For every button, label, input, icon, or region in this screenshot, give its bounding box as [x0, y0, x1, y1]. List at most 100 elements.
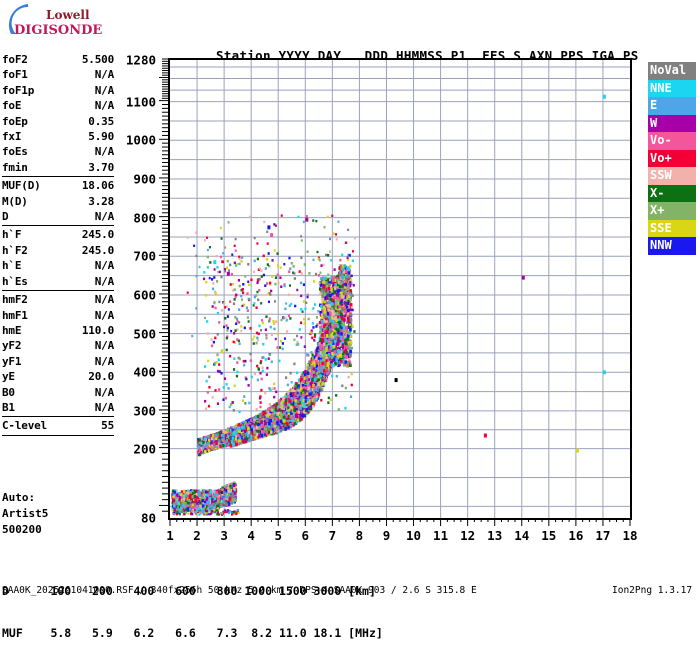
echo-point [231, 513, 233, 515]
echo-point [215, 491, 217, 494]
echo-point [228, 512, 230, 514]
echo-point [191, 510, 193, 512]
param-key: h`F [2, 227, 21, 242]
echo-point [191, 503, 193, 506]
echo-point [174, 509, 176, 511]
echo-point [186, 491, 188, 494]
echo-point [208, 501, 210, 504]
echo-point [228, 503, 230, 506]
echo-point [198, 513, 200, 515]
echo-point [174, 491, 176, 494]
echo-point [176, 493, 178, 496]
auto-version: 500200 [2, 522, 48, 538]
param-key: yE [2, 369, 15, 384]
echo-point [172, 495, 174, 498]
echo-point [196, 510, 198, 512]
logo-word-lowell: Lowell [46, 8, 90, 22]
param-key: foE [2, 98, 21, 113]
echo-point [233, 487, 235, 490]
echo-point [182, 501, 184, 504]
param-key: h`E [2, 258, 21, 273]
param-key: MUF(D) [2, 178, 41, 193]
param-key: yF1 [2, 354, 21, 369]
param-key: D [2, 209, 8, 224]
echo-point [217, 504, 219, 507]
echo-point [212, 495, 214, 498]
echo-point [202, 504, 204, 507]
echo-point [189, 504, 191, 507]
echo-point [198, 491, 200, 494]
echo-point [228, 490, 230, 493]
auto-label: Auto: [2, 490, 48, 506]
param-key: fxI [2, 129, 21, 144]
echo-point [196, 502, 198, 505]
echo-point [185, 511, 187, 513]
echo-point [227, 509, 229, 511]
echo-point [203, 510, 205, 512]
echo-point [186, 495, 188, 498]
param-key: foEs [2, 144, 28, 159]
echo-point [202, 499, 204, 502]
echo-point [224, 492, 226, 495]
param-key: foF2 [2, 52, 28, 67]
echo-point [198, 507, 200, 510]
echo-point [189, 494, 191, 497]
echo-point [213, 509, 215, 511]
echo-point [229, 496, 231, 499]
echo-point [211, 510, 213, 512]
echo-point [178, 498, 180, 501]
echo-point [231, 498, 233, 501]
param-key: fmin [2, 160, 28, 175]
echo-point [188, 499, 190, 502]
echo-point [194, 499, 196, 502]
echo-point [173, 504, 175, 507]
echo-point [191, 496, 193, 499]
echo-point [181, 511, 183, 513]
echo-point [235, 513, 237, 515]
echo-point [209, 490, 211, 493]
autoscaling-info: Auto: Artist5 500200 [2, 490, 48, 538]
echo-point [229, 485, 231, 488]
param-key: yF2 [2, 338, 21, 353]
param-key: C-level [2, 418, 47, 433]
echo-point [216, 513, 218, 515]
echo-point [231, 492, 233, 495]
param-key: foEp [2, 114, 28, 129]
param-key: h`F2 [2, 243, 28, 258]
echo-point [184, 502, 186, 505]
echo-point [232, 511, 234, 513]
echo-point [339, 271, 341, 274]
echo-point [233, 484, 235, 487]
echo-point [237, 509, 239, 511]
param-key: B0 [2, 385, 15, 400]
echo-point [187, 512, 189, 514]
param-key: hmF1 [2, 308, 28, 323]
echo-point [189, 491, 191, 494]
logo-word-digisonde: DIGISONDE [14, 23, 102, 38]
echo-point [203, 489, 205, 492]
echo-point [194, 495, 196, 498]
param-key: hmF2 [2, 292, 28, 307]
echo-point [224, 511, 226, 513]
auto-program: Artist5 [2, 506, 48, 522]
echo-point [180, 493, 182, 496]
echo-point [193, 506, 195, 509]
echo-point [209, 509, 211, 511]
echo-point [177, 502, 179, 505]
param-key: h`Es [2, 274, 28, 289]
echo-point [194, 503, 196, 506]
param-key: foF1 [2, 67, 28, 82]
echo-point [209, 497, 211, 500]
lowell-digisonde-logo: Lowell DIGISONDE [6, 4, 116, 38]
echo-point [205, 491, 207, 494]
echo-point [194, 511, 196, 513]
echo-point [221, 488, 223, 491]
logo-graphic: Lowell DIGISONDE [6, 4, 116, 38]
echo-point [222, 500, 224, 503]
param-key: B1 [2, 400, 15, 415]
echo-point [217, 500, 219, 503]
ionogram-plot[interactable] [168, 58, 632, 520]
echo-point [180, 506, 182, 509]
echo-point [173, 513, 175, 515]
echo-point [206, 494, 208, 497]
